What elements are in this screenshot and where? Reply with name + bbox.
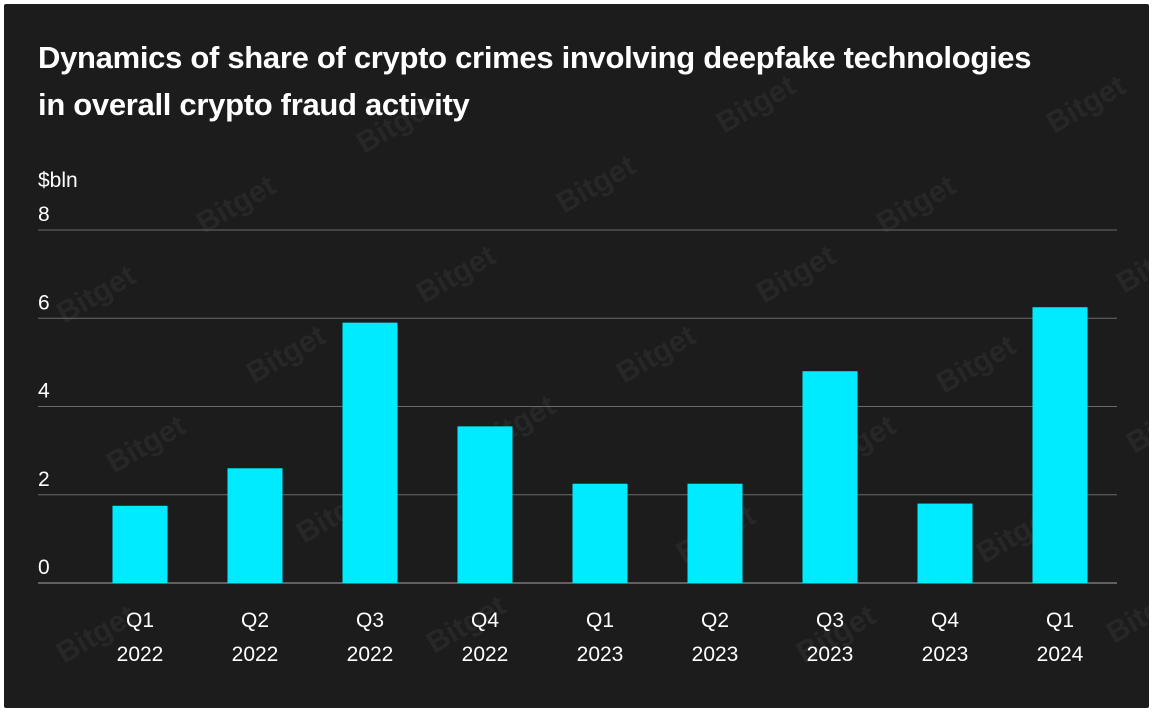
x-tick-label-year: 2023 — [577, 643, 624, 666]
watermark-text: Bitget — [191, 169, 281, 240]
bar — [1032, 307, 1088, 583]
y-axis-ticks: 0 2 4 6 8 — [38, 203, 50, 579]
bar — [802, 371, 858, 583]
watermark-text: Bitget — [101, 409, 191, 480]
x-tick-label-year: 2022 — [347, 643, 394, 666]
bar — [917, 503, 973, 583]
watermark-text: Bitget — [51, 259, 141, 330]
watermark-text: Bitget — [1121, 389, 1149, 460]
x-tick-label-quarter: Q3 — [356, 609, 384, 632]
bars — [112, 307, 1088, 583]
bar — [227, 468, 283, 583]
watermark-text: Bitget — [1111, 229, 1149, 300]
bar — [457, 426, 513, 583]
y-tick-label: 4 — [38, 380, 50, 403]
x-tick-label-year: 2023 — [922, 643, 969, 666]
x-tick-label-quarter: Q1 — [586, 609, 614, 632]
chart-title: Dynamics of share of crypto crimes invol… — [38, 40, 1032, 122]
y-tick-label: 8 — [38, 203, 50, 226]
x-tick-label-quarter: Q2 — [701, 609, 729, 632]
watermark-text: Bitget — [351, 89, 441, 160]
bar — [342, 322, 398, 583]
x-tick-label-quarter: Q1 — [1046, 609, 1074, 632]
x-tick-label-quarter: Q4 — [471, 609, 499, 632]
y-tick-label: 6 — [38, 291, 50, 314]
watermark-text: Bitget — [871, 169, 961, 240]
x-tick-label-year: 2022 — [117, 643, 164, 666]
watermark-text: Bitget — [711, 69, 801, 140]
bar — [572, 483, 628, 583]
bar-chart: Bitget Bitget Bitget Bitget Bitget Bitget Bitg… — [38, 69, 1149, 670]
x-tick-label-quarter: Q1 — [126, 609, 154, 632]
x-tick-label-year: 2023 — [807, 643, 854, 666]
x-tick-label-year: 2022 — [232, 643, 279, 666]
watermark-text: Bitget — [931, 329, 1021, 400]
x-tick-label-quarter: Q3 — [816, 609, 844, 632]
watermark-text: Bitget — [1041, 69, 1131, 140]
x-tick-label-quarter: Q2 — [241, 609, 269, 632]
y-tick-label: 2 — [38, 468, 50, 491]
chart-card: Dynamics of share of crypto crimes invol… — [4, 4, 1149, 708]
x-tick-label-year: 2023 — [692, 643, 739, 666]
watermark-text: Bitget — [241, 319, 331, 390]
x-tick-label-year: 2024 — [1037, 643, 1084, 666]
watermark-text: Bitget — [551, 149, 641, 220]
watermark-text: Bitget — [411, 239, 501, 310]
watermark-text: Bitget — [611, 319, 701, 390]
watermark-text: Bitget — [1101, 579, 1149, 650]
bar — [687, 483, 743, 583]
x-tick-label-quarter: Q4 — [931, 609, 959, 632]
x-axis-labels: Q1 2022 Q2 2022 Q3 2022 Q4 2022 Q1 2023 Q2 2023 Q3 20… — [117, 609, 1084, 666]
bar — [112, 505, 168, 583]
y-tick-label: 0 — [38, 556, 50, 579]
y-axis-unit-label: $bln — [38, 169, 78, 192]
x-tick-label-year: 2022 — [462, 643, 509, 666]
watermark-text: Bitget — [751, 239, 841, 310]
